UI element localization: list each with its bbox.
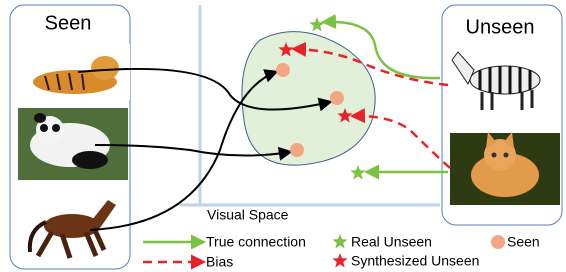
legend: True connection Bias Real Unseen Synthes… <box>143 234 540 270</box>
tiger-image <box>22 44 130 100</box>
legend-label: Real Unseen <box>351 234 432 250</box>
seen-point <box>290 143 304 157</box>
zebra-image <box>448 48 560 112</box>
legend-seen-dot <box>491 235 505 249</box>
legend-synth-star <box>332 253 347 267</box>
seen-point <box>330 91 344 105</box>
seen-point <box>276 63 290 77</box>
legend-label: Seen <box>507 234 540 250</box>
unseen-title: Unseen <box>466 16 535 38</box>
panda-image <box>18 108 128 180</box>
legend-label: True connection <box>206 234 306 250</box>
visual-space-region <box>242 32 375 166</box>
legend-label: Bias <box>206 254 233 270</box>
diagram: Seen Unseen Visual Space <box>0 0 566 272</box>
space-label: Visual Space <box>207 207 289 223</box>
seen-title: Seen <box>45 12 92 34</box>
kitten-image <box>450 132 560 205</box>
real-star <box>350 165 365 179</box>
real-star <box>309 17 324 31</box>
legend-label: Synthesized Unseen <box>351 253 479 269</box>
legend-real-star <box>332 234 347 248</box>
